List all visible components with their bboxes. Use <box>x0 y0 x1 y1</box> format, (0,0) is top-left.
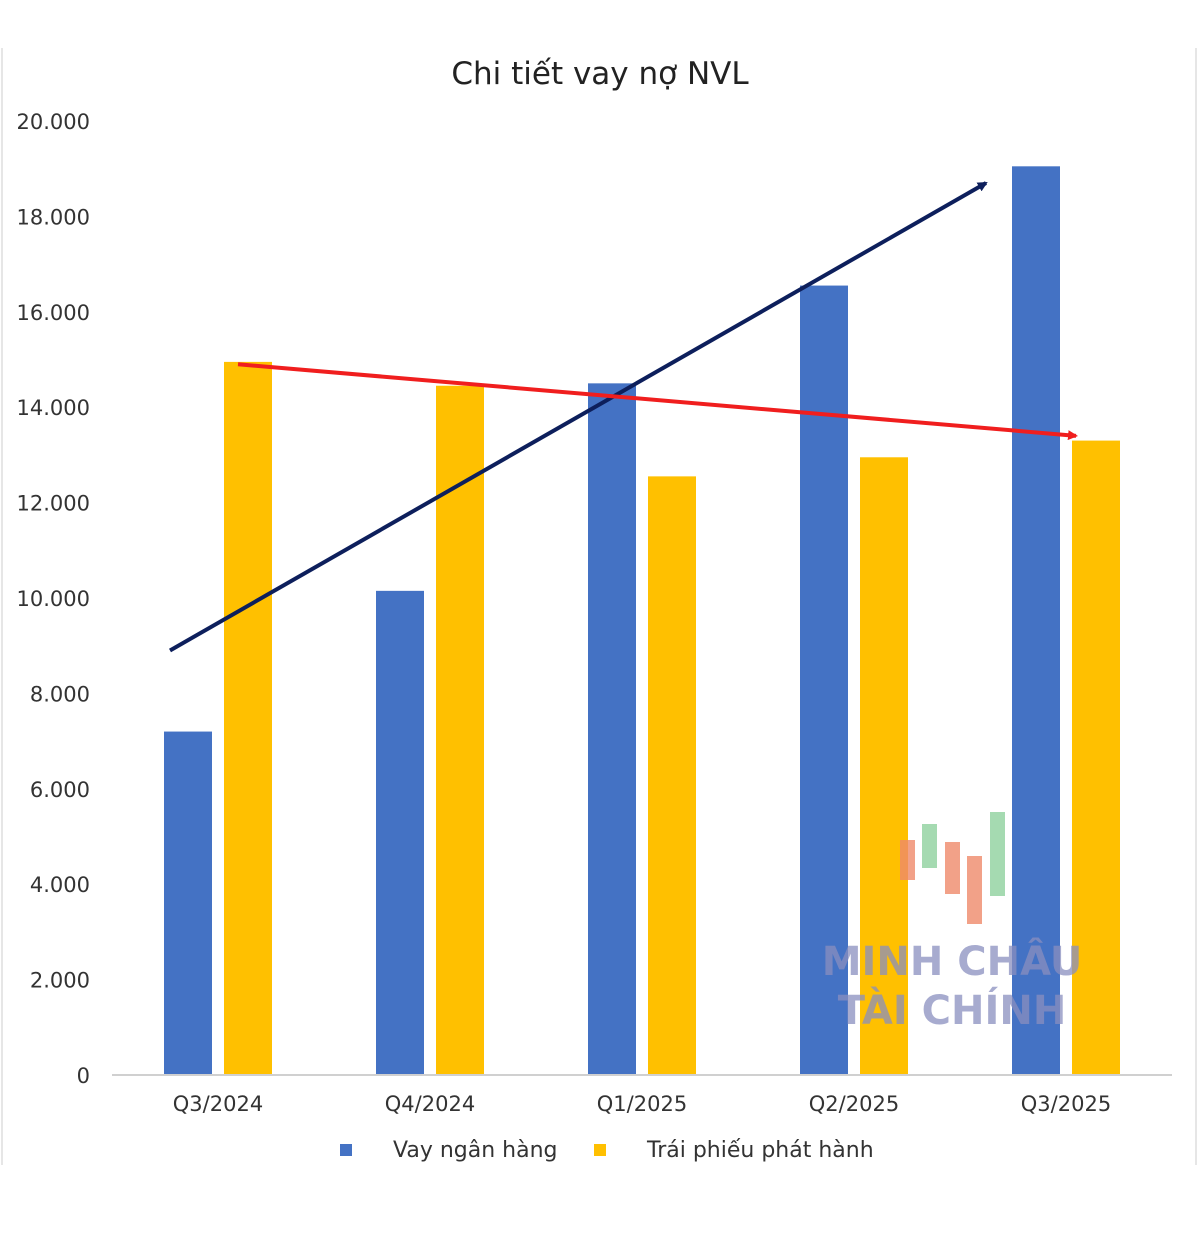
bar-bond-Q3-2024 <box>224 361 272 1075</box>
bar-bank-loan-Q1-2025 <box>588 383 636 1076</box>
bar-bond-Q1-2025 <box>648 476 696 1075</box>
legend: Vay ngân hàng Trái phiếu phát hành <box>340 1138 874 1163</box>
y-tick-label: 2.000 <box>30 969 90 993</box>
x-tick-label: Q2/2025 <box>809 1092 899 1116</box>
x-axis: Q3/2024 Q4/2024 Q1/2025 Q2/2025 Q3/2025 <box>173 1092 1111 1116</box>
x-tick-label: Q3/2025 <box>1021 1092 1111 1116</box>
watermark-line2: TÀI CHÍNH <box>838 986 1067 1034</box>
bar-bond-Q4-2024 <box>436 385 484 1075</box>
chart-title: Chi tiết vay nợ NVL <box>451 56 749 92</box>
watermark-candles-icon <box>900 812 1005 924</box>
y-tick-label: 14.000 <box>17 396 90 420</box>
watermark-line1: MINH CHÂU <box>822 937 1083 985</box>
y-tick-label: 6.000 <box>30 778 90 802</box>
legend-swatch <box>594 1144 606 1156</box>
bond-trend-arrow <box>237 362 1078 441</box>
trend-arrows <box>169 181 1078 653</box>
bar-bank-loan-Q3-2025 <box>1012 166 1060 1075</box>
y-tick-label: 18.000 <box>17 205 90 229</box>
x-tick-label: Q4/2024 <box>385 1092 475 1116</box>
legend-swatch <box>340 1144 352 1156</box>
y-tick-label: 8.000 <box>30 682 90 706</box>
y-tick-label: 10.000 <box>17 587 90 611</box>
bar-group <box>164 166 1120 1076</box>
legend-label: Vay ngân hàng <box>393 1138 558 1163</box>
x-tick-label: Q1/2025 <box>597 1092 687 1116</box>
y-tick-label: 4.000 <box>30 873 90 897</box>
y-tick-label: 12.000 <box>17 492 90 516</box>
x-tick-label: Q3/2024 <box>173 1092 263 1116</box>
y-tick-label: 0 <box>77 1064 90 1088</box>
y-tick-label: 20.000 <box>17 110 90 134</box>
y-axis: 0 2.000 4.000 6.000 8.000 10.000 12.000 14.000 1… <box>17 110 90 1088</box>
bar-bond-Q3-2025 <box>1072 440 1120 1076</box>
bar-bank-loan-Q3-2024 <box>164 731 212 1075</box>
watermark-logo: MINH CHÂU TÀI CHÍNH <box>822 812 1083 1034</box>
y-tick-label: 16.000 <box>17 301 90 325</box>
bar-bank-loan-Q4-2024 <box>376 590 424 1075</box>
bank-loan-trend-arrow <box>169 181 988 653</box>
legend-label: Trái phiếu phát hành <box>646 1138 874 1163</box>
bar-bond-Q2-2025 <box>860 457 908 1075</box>
